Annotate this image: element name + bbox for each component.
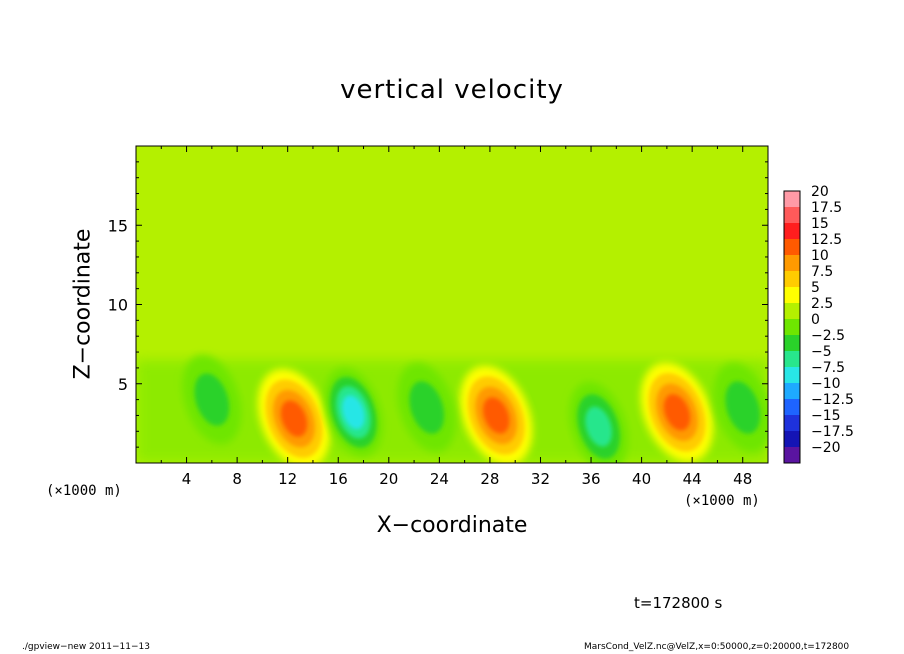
colorbar-label-11: −7.5 bbox=[811, 360, 845, 376]
colorbar-label-0: 20 bbox=[811, 184, 829, 200]
colorbar-bin-1 bbox=[784, 207, 800, 224]
colorbar-bin-11 bbox=[784, 367, 800, 384]
feature-downdraft bbox=[569, 382, 628, 463]
contour-downdraft-7-1 bbox=[725, 381, 761, 434]
colorbar-bin-13 bbox=[784, 399, 800, 416]
x-tick-label-16: 16 bbox=[329, 470, 348, 488]
colorbar-bin-8 bbox=[784, 319, 800, 336]
contour-updraft-0-3 bbox=[280, 400, 308, 437]
y-tick-label-10: 10 bbox=[108, 296, 128, 315]
contour-downdraft-3-3 bbox=[342, 395, 365, 430]
x-tick-label-20: 20 bbox=[379, 470, 398, 488]
colorbar-bin-3 bbox=[784, 239, 800, 256]
colorbar-label-10: −5 bbox=[811, 344, 832, 360]
colorbar-bin-16 bbox=[784, 447, 800, 464]
colorbar-label-5: 7.5 bbox=[811, 264, 833, 280]
x-tick-label-12: 12 bbox=[278, 470, 297, 488]
colorbar-bin-2 bbox=[784, 223, 800, 240]
colorbar-label-8: 0 bbox=[811, 312, 820, 328]
y-tick-label-15: 15 bbox=[108, 216, 128, 235]
x-tick-label-4: 4 bbox=[182, 470, 192, 488]
colorbar-label-1: 17.5 bbox=[811, 200, 842, 216]
colorbar-label-2: 15 bbox=[811, 216, 829, 232]
colorbar-label-12: −10 bbox=[811, 376, 841, 392]
colorbar-bin-6 bbox=[784, 287, 800, 304]
x-tick-label-8: 8 bbox=[232, 470, 242, 488]
colorbar-bin-5 bbox=[784, 271, 800, 288]
feature-downdraft bbox=[397, 362, 457, 453]
colorbar-bin-0 bbox=[784, 191, 800, 208]
contour-downdraft-5-1 bbox=[409, 381, 445, 434]
colorbar-bin-7 bbox=[784, 303, 800, 320]
colorbar-bin-12 bbox=[784, 383, 800, 400]
feature-updraft bbox=[640, 362, 714, 463]
colorbar-bin-15 bbox=[784, 431, 800, 448]
contour-downdraft-4-1 bbox=[194, 373, 230, 426]
colorbar-bin-10 bbox=[784, 351, 800, 368]
heatmap-field bbox=[136, 146, 768, 463]
x-tick-label-24: 24 bbox=[430, 470, 449, 488]
colorbar-label-9: −2.5 bbox=[811, 328, 845, 344]
colorbar-label-6: 5 bbox=[811, 280, 820, 296]
colorbar-frame bbox=[783, 190, 801, 464]
feature-updraft bbox=[257, 368, 331, 463]
footer-right: MarsCond_VelZ.nc@VelZ,x=0:50000,z=0:2000… bbox=[584, 642, 850, 652]
colorbar-label-13: −12.5 bbox=[811, 392, 854, 408]
colorbar-bin-14 bbox=[784, 415, 800, 432]
x-tick-label-32: 32 bbox=[531, 470, 550, 488]
footer-left: ./gpview−new 2011−11−13 bbox=[22, 642, 150, 652]
y-tick-label-5: 5 bbox=[118, 375, 128, 394]
colorbar: 2017.51512.5107.552.50−2.5−5−7.5−10−12.5… bbox=[783, 184, 854, 464]
contour-updraft-1-3 bbox=[483, 397, 510, 434]
colorbar-bin-4 bbox=[784, 255, 800, 272]
colorbar-label-7: 2.5 bbox=[811, 296, 833, 312]
feature-updraft bbox=[459, 365, 533, 463]
time-stamp: t=172800 s bbox=[634, 594, 723, 612]
feature-downdraft bbox=[182, 355, 242, 445]
x-unit-left: (×1000 m) bbox=[46, 483, 122, 499]
y-axis-label: Z−coordinate bbox=[70, 228, 96, 380]
colorbar-label-4: 10 bbox=[811, 248, 829, 264]
chart-title: vertical velocity bbox=[340, 75, 564, 105]
x-tick-label-36: 36 bbox=[581, 470, 600, 488]
colorbar-label-15: −17.5 bbox=[811, 424, 854, 440]
colorbar-label-16: −20 bbox=[811, 440, 841, 456]
x-tick-label-44: 44 bbox=[683, 470, 702, 488]
x-tick-label-40: 40 bbox=[632, 470, 651, 488]
contour-downdraft-6-2 bbox=[585, 406, 612, 447]
feature-downdraft bbox=[713, 362, 768, 453]
feature-downdraft bbox=[324, 367, 383, 457]
colorbar-label-14: −15 bbox=[811, 408, 841, 424]
contour-updraft-2-3 bbox=[663, 394, 691, 431]
x-tick-label-48: 48 bbox=[733, 470, 752, 488]
colorbar-label-3: 12.5 bbox=[811, 232, 842, 248]
colorbar-bin-9 bbox=[784, 335, 800, 352]
x-tick-label-28: 28 bbox=[480, 470, 499, 488]
x-axis-label: X−coordinate bbox=[376, 513, 528, 538]
x-unit-right: (×1000 m) bbox=[684, 493, 760, 509]
